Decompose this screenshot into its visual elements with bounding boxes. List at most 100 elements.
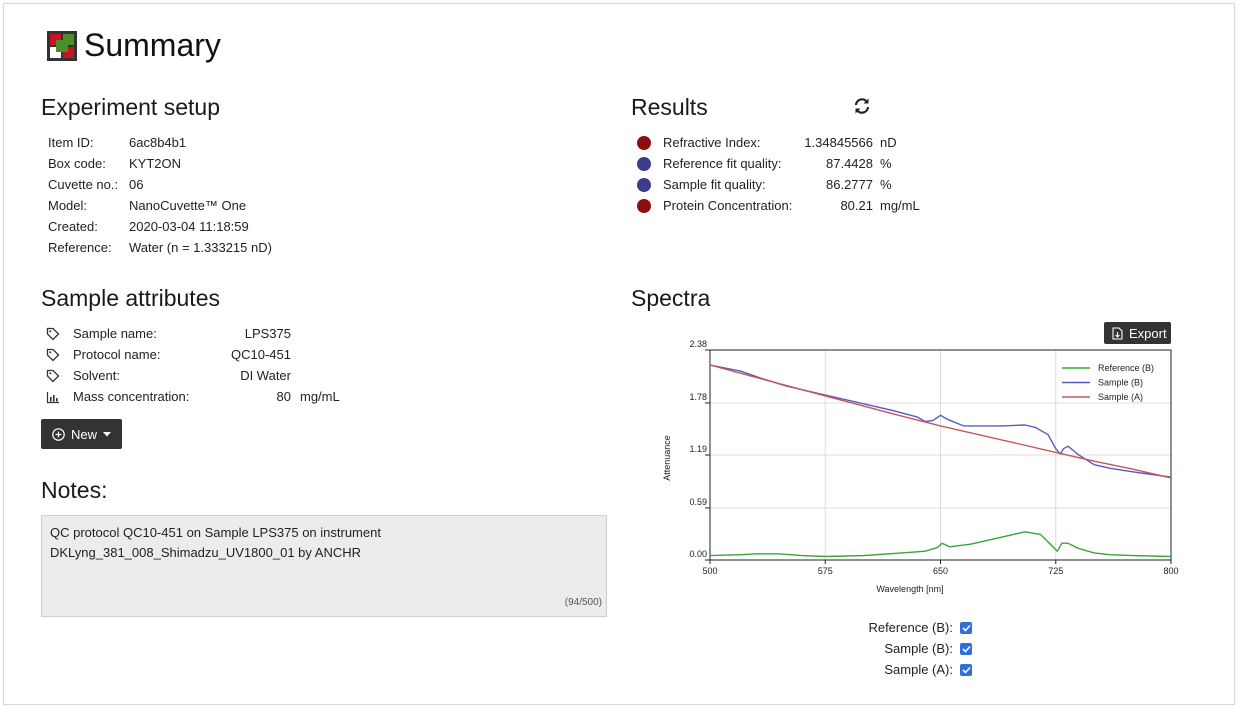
notes-textarea[interactable]: QC protocol QC10-451 on Sample LPS375 on… bbox=[41, 515, 607, 617]
setup-value: 2020-03-04 11:18:59 bbox=[129, 219, 249, 234]
attribute-row[interactable]: Sample name: LPS375 bbox=[46, 323, 366, 344]
spectra-heading: Spectra bbox=[631, 285, 711, 311]
page-title: Summary bbox=[84, 27, 221, 63]
tag-icon bbox=[46, 369, 60, 383]
new-button-label: New bbox=[71, 426, 98, 442]
x-axis-ticks: 500 575 650 725 800 bbox=[702, 560, 1179, 576]
series-toggle-label: Sample (B): bbox=[884, 641, 953, 656]
attribute-value: DI Water bbox=[240, 368, 291, 383]
spectra-chart[interactable]: 0.00 0.59 1.19 1.78 2.38 500 575 650 725 800 Wav… bbox=[650, 340, 1190, 600]
attribute-value: LPS375 bbox=[244, 326, 291, 341]
notes-char-count: (94/500) bbox=[564, 597, 602, 608]
y-tick-label: 1.78 bbox=[689, 392, 707, 402]
setup-label: Reference: bbox=[48, 240, 112, 255]
series-toggle-label: Reference (B): bbox=[868, 620, 953, 635]
x-tick-label: 650 bbox=[933, 566, 948, 576]
series-toggle-list: Reference (B): Sample (B): Sample (A): bbox=[840, 617, 975, 680]
chart-series bbox=[709, 364, 1172, 558]
results-list: Refractive Index: 1.34845566 nD Referenc… bbox=[637, 132, 937, 216]
series-toggle[interactable]: Sample (B): bbox=[840, 638, 975, 659]
app-logo-icon bbox=[47, 31, 77, 61]
result-unit: nD bbox=[880, 135, 897, 150]
setup-value: 06 bbox=[129, 177, 144, 192]
sample-attributes-heading: Sample attributes bbox=[41, 285, 220, 311]
attribute-unit: mg/mL bbox=[300, 389, 340, 404]
experiment-setup-heading: Experiment setup bbox=[41, 94, 220, 120]
y-axis-label: Attenuance bbox=[662, 435, 672, 481]
results-heading: Results bbox=[631, 94, 708, 120]
new-attribute-button[interactable]: New bbox=[41, 419, 122, 449]
y-axis-ticks: 0.00 0.59 1.19 1.78 2.38 bbox=[689, 340, 710, 561]
result-label: Refractive Index: bbox=[663, 135, 761, 150]
series-toggle-label: Sample (A): bbox=[884, 662, 953, 677]
attribute-label: Solvent: bbox=[73, 368, 120, 383]
check-icon bbox=[961, 666, 971, 674]
result-label: Protein Concentration: bbox=[663, 198, 793, 213]
attribute-row[interactable]: Mass concentration: 80 mg/mL bbox=[46, 386, 366, 407]
result-unit: % bbox=[880, 156, 892, 171]
x-axis-label: Wavelength [nm] bbox=[876, 584, 943, 594]
series-line-1 bbox=[709, 364, 1172, 478]
attribute-row[interactable]: Protocol name: QC10-451 bbox=[46, 344, 366, 365]
setup-label: Created: bbox=[48, 219, 98, 234]
result-row: Sample fit quality: 86.2777 % bbox=[637, 174, 937, 195]
plus-circle-icon bbox=[52, 427, 65, 441]
y-tick-label: 0.00 bbox=[689, 549, 707, 559]
setup-label: Model: bbox=[48, 198, 88, 213]
status-dot-icon bbox=[637, 178, 651, 192]
status-dot-icon bbox=[637, 157, 651, 171]
y-tick-label: 2.38 bbox=[689, 340, 707, 349]
setup-label: Box code: bbox=[48, 156, 106, 171]
result-row: Refractive Index: 1.34845566 nD bbox=[637, 132, 937, 153]
setup-value: Water (n = 1.333215 nD) bbox=[129, 240, 272, 255]
x-tick-label: 500 bbox=[702, 566, 717, 576]
setup-value: NanoCuvette™ One bbox=[129, 198, 247, 213]
series-toggle[interactable]: Reference (B): bbox=[840, 617, 975, 638]
attribute-value: QC10-451 bbox=[231, 347, 291, 362]
result-value: 80.21 bbox=[840, 198, 873, 213]
attribute-label: Protocol name: bbox=[73, 347, 161, 362]
setup-label: Item ID: bbox=[48, 135, 94, 150]
series-checkbox[interactable] bbox=[960, 643, 972, 655]
notes-text: QC protocol QC10-451 on Sample LPS375 on… bbox=[50, 525, 381, 560]
x-tick-label: 800 bbox=[1163, 566, 1178, 576]
bar-chart-icon bbox=[46, 392, 59, 404]
series-toggle[interactable]: Sample (A): bbox=[840, 659, 975, 680]
result-unit: % bbox=[880, 177, 892, 192]
result-row: Reference fit quality: 87.4428 % bbox=[637, 153, 937, 174]
status-dot-icon bbox=[637, 136, 651, 150]
chart-legend: Reference (B) Sample (B) Sample (A) bbox=[1062, 363, 1154, 402]
export-button[interactable]: Export bbox=[1104, 322, 1171, 344]
result-label: Sample fit quality: bbox=[663, 177, 766, 192]
setup-value: KYT2ON bbox=[129, 156, 182, 171]
result-value: 87.4428 bbox=[826, 156, 873, 171]
result-unit: mg/mL bbox=[880, 198, 920, 213]
series-checkbox[interactable] bbox=[960, 622, 972, 634]
tag-icon bbox=[46, 327, 60, 341]
result-row: Protein Concentration: 80.21 mg/mL bbox=[637, 195, 937, 216]
attribute-label: Sample name: bbox=[73, 326, 157, 341]
check-icon bbox=[961, 645, 971, 653]
tag-icon bbox=[46, 348, 60, 362]
status-dot-icon bbox=[637, 199, 651, 213]
result-value: 86.2777 bbox=[826, 177, 873, 192]
series-line-2 bbox=[709, 364, 1172, 479]
attribute-row[interactable]: Solvent: DI Water bbox=[46, 365, 366, 386]
sample-attributes-list: Sample name: LPS375 Protocol name: QC10-… bbox=[46, 323, 366, 407]
legend-label: Sample (B) bbox=[1098, 378, 1143, 388]
attribute-value: 80 bbox=[276, 389, 291, 404]
result-value: 1.34845566 bbox=[804, 135, 873, 150]
file-download-icon bbox=[1112, 326, 1123, 340]
setup-label: Cuvette no.: bbox=[48, 177, 119, 192]
y-tick-label: 0.59 bbox=[689, 497, 707, 507]
setup-value: 6ac8b4b1 bbox=[129, 135, 187, 150]
series-checkbox[interactable] bbox=[960, 664, 972, 676]
y-tick-label: 1.19 bbox=[689, 444, 707, 454]
notes-heading: Notes: bbox=[41, 477, 108, 503]
caret-down-icon bbox=[103, 431, 112, 436]
legend-label: Sample (A) bbox=[1098, 392, 1143, 402]
x-tick-label: 575 bbox=[818, 566, 833, 576]
refresh-icon[interactable] bbox=[852, 96, 872, 116]
series-line-0 bbox=[709, 531, 1172, 558]
check-icon bbox=[961, 624, 971, 632]
